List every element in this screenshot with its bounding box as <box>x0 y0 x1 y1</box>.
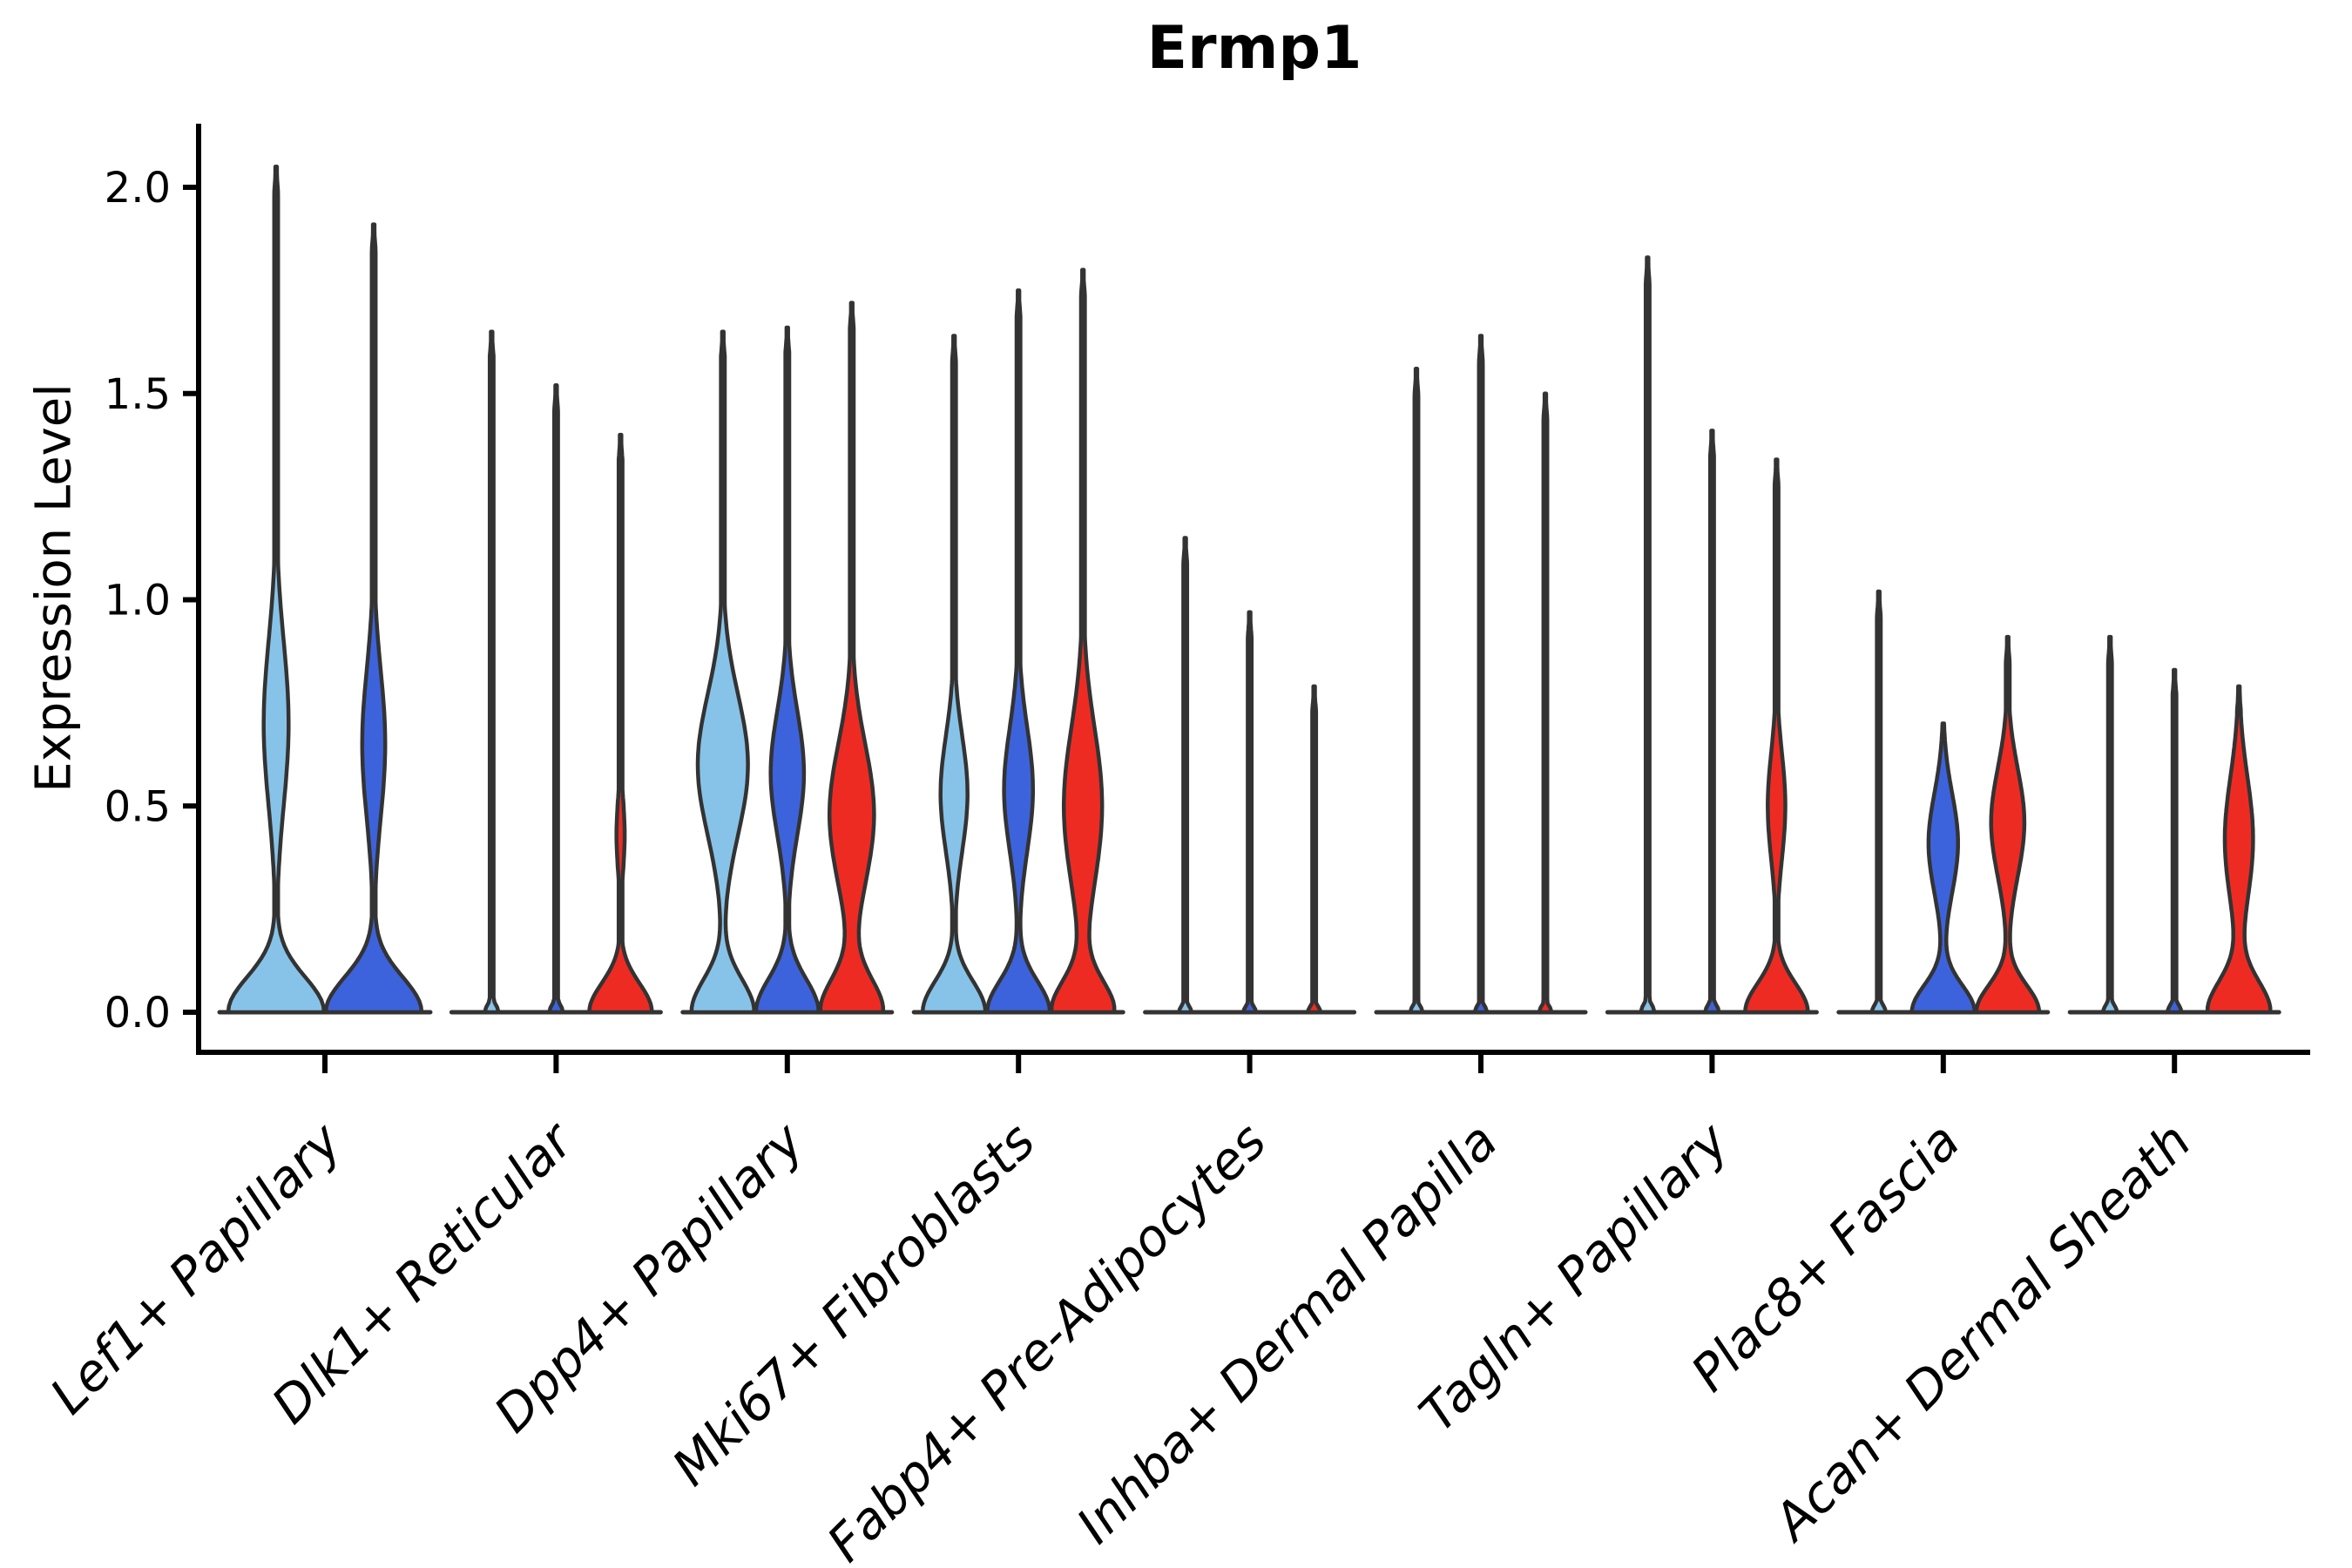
violin-blue <box>323 222 424 1015</box>
violin-light_blue <box>483 329 501 1015</box>
violin-light_blue <box>2101 634 2119 1015</box>
violin-red <box>2205 684 2273 1015</box>
y-tick-label: 0.5 <box>105 782 171 831</box>
violin-red <box>587 432 654 1015</box>
violin-red <box>1306 684 1323 1015</box>
violin-red <box>1743 457 1810 1015</box>
violin-blue <box>1909 721 1977 1015</box>
violin-blue <box>547 383 565 1015</box>
violin-light_blue <box>1869 589 1888 1015</box>
violin-red <box>1974 634 2042 1015</box>
x-tick-label: Inhba+ Dermal Papilla <box>1065 1112 1509 1555</box>
y-tick-label: 2.0 <box>105 164 171 213</box>
violin-blue <box>984 288 1052 1015</box>
violin-light_blue <box>1177 536 1194 1015</box>
violin-red <box>1049 267 1117 1015</box>
violin-light_blue <box>920 334 988 1015</box>
violin-light_blue <box>1408 367 1425 1015</box>
violin-light_blue <box>689 329 757 1015</box>
violin-blue <box>1472 334 1490 1015</box>
violin-blue <box>2166 667 2184 1015</box>
chart-title: Ermp1 <box>1146 14 1362 83</box>
violin-light_blue <box>1639 255 1657 1015</box>
y-tick-label: 1.5 <box>105 370 171 419</box>
y-tick-label: 0.0 <box>105 989 171 1037</box>
violin-blue <box>1241 610 1259 1015</box>
violin-light_blue <box>226 165 327 1015</box>
y-tick-label: 1.0 <box>105 577 171 625</box>
x-tick-label: Acan+ Dermal Sheath <box>1760 1112 2202 1554</box>
violin-blue <box>754 325 821 1015</box>
violin-red <box>818 301 886 1015</box>
x-tick-label: Fabp4+ Pre-Adipocytes <box>815 1112 1277 1568</box>
violin-red <box>1537 391 1554 1015</box>
violin-blue <box>1703 429 1721 1015</box>
